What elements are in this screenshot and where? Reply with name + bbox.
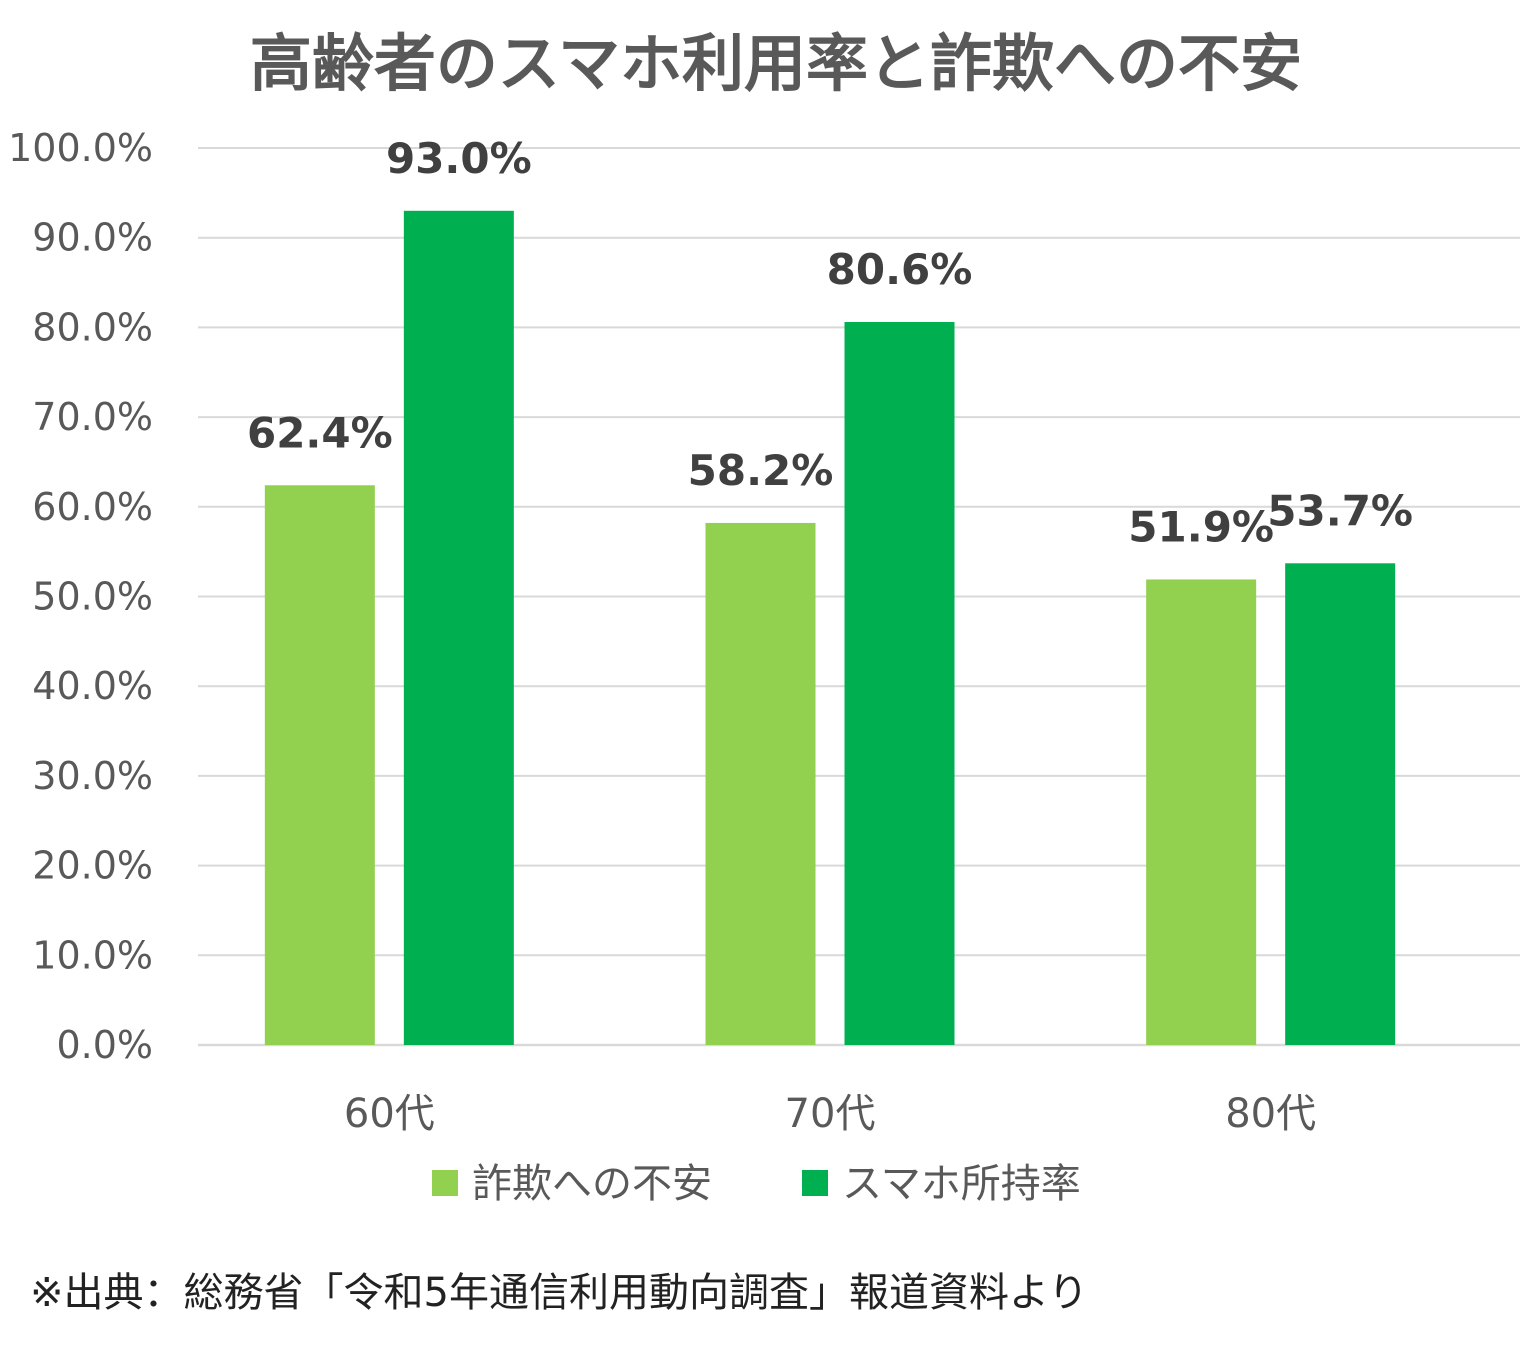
data-label: 93.0%	[386, 134, 532, 183]
source-note: ※出典：総務省「令和5年通信利用動向調査」報道資料より	[30, 1270, 1088, 1316]
y-tick-label: 80.0%	[32, 305, 153, 349]
bar-fraud-anxiety-60s	[264, 485, 375, 1046]
bars	[264, 210, 1396, 1046]
data-label: 51.9%	[1128, 502, 1274, 551]
x-tick-label: 60代	[344, 1091, 435, 1137]
legend: 詐欺への不安 スマホ所持率	[432, 1161, 1081, 1207]
data-labels: 62.4% 93.0% 58.2% 80.6% 51.9%53.7%	[247, 134, 1413, 552]
bar-smartphone-ownership-80s	[1285, 563, 1396, 1045]
legend-swatch-fraud-anxiety	[432, 1170, 458, 1196]
y-tick-label: 20.0%	[32, 844, 153, 888]
data-label: 80.6%	[827, 245, 973, 294]
legend-label-fraud-anxiety: 詐欺への不安	[472, 1161, 712, 1207]
x-axis-ticks: 60代 70代 80代	[344, 1091, 1316, 1137]
y-tick-label: 70.0%	[32, 395, 153, 439]
data-label: 58.2%	[688, 446, 834, 495]
data-label: 53.7%	[1267, 486, 1413, 535]
legend-swatch-smartphone-ownership	[802, 1170, 828, 1196]
y-tick-label: 10.0%	[32, 933, 153, 977]
y-tick-label: 90.0%	[32, 216, 153, 260]
y-tick-label: 100.0%	[8, 126, 153, 170]
legend-label-smartphone-ownership: スマホ所持率	[842, 1161, 1081, 1207]
bar-smartphone-ownership-60s	[403, 210, 514, 1046]
y-tick-label: 30.0%	[32, 754, 153, 798]
x-tick-label: 70代	[785, 1091, 876, 1137]
bar-fraud-anxiety-70s	[705, 522, 816, 1045]
x-tick-label: 80代	[1225, 1091, 1316, 1137]
chart-title: 高齢者のスマホ利用率と詐欺への不安	[250, 27, 1302, 100]
y-tick-label: 60.0%	[32, 485, 153, 529]
y-axis-ticks: 0.0% 10.0% 20.0% 30.0% 40.0% 50.0% 60.0% 70.0% 8…	[8, 126, 153, 1067]
y-tick-label: 40.0%	[32, 664, 153, 708]
y-tick-label: 0.0%	[56, 1023, 153, 1067]
data-label: 62.4%	[247, 408, 393, 457]
y-tick-label: 50.0%	[32, 575, 153, 619]
bar-fraud-anxiety-80s	[1146, 579, 1257, 1045]
bar-smartphone-ownership-70s	[844, 322, 955, 1045]
